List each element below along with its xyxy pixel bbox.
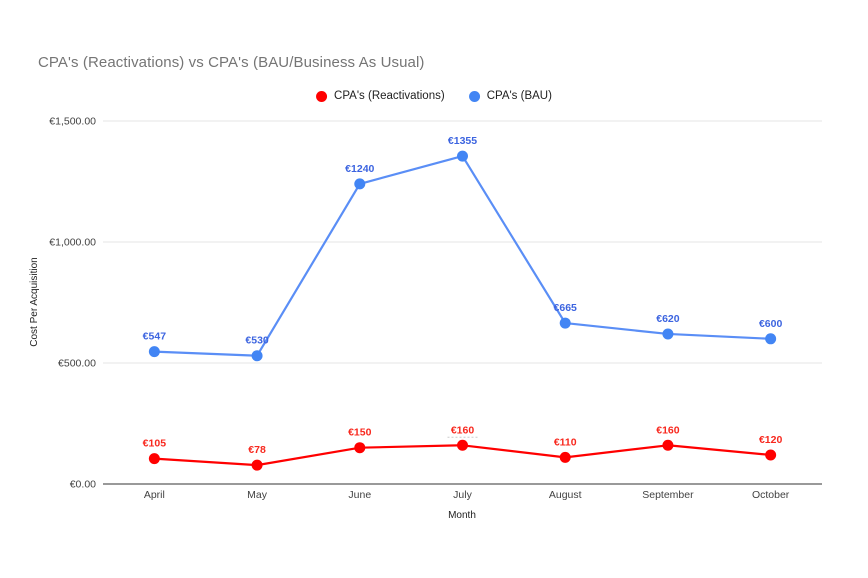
data-point-bau[interactable] (457, 150, 468, 162)
legend-item-reactivations[interactable]: CPA's (Reactivations) (316, 90, 445, 102)
data-point-reactivations[interactable] (251, 459, 263, 471)
data-point-bau[interactable] (148, 346, 160, 358)
y-tick-label: €0.00 (70, 479, 96, 491)
data-point-reactivations[interactable] (559, 451, 571, 463)
data-label: €105 (143, 438, 167, 450)
data-label: €1240 (345, 163, 374, 175)
data-label: €160 (451, 424, 475, 436)
x-tick-label: August (549, 489, 582, 501)
chart-legend: CPA's (Reactivations) CPA's (BAU) (316, 90, 552, 102)
x-tick-label: May (247, 489, 268, 501)
data-label: €620 (656, 313, 680, 325)
y-tick-label: €1,500.00 (49, 116, 96, 128)
data-point-reactivations[interactable] (662, 439, 674, 451)
data-label: €530 (245, 335, 269, 347)
data-label: €110 (554, 436, 577, 448)
legend-dot-bau-icon (468, 90, 480, 102)
data-label: €665 (554, 302, 578, 314)
series-line-bau (154, 154, 771, 357)
data-label: €600 (759, 318, 783, 330)
x-tick-label: June (348, 489, 371, 501)
data-point-bau[interactable] (765, 333, 777, 345)
y-tick-label: €1,000.00 (49, 237, 96, 249)
data-point-reactivations[interactable] (354, 442, 366, 454)
x-axis-title: Month (448, 510, 476, 521)
data-label: €120 (759, 434, 783, 446)
data-label: €150 (348, 427, 372, 439)
legend-dot-reactivations-icon (316, 90, 328, 102)
data-point-bau[interactable] (251, 350, 263, 362)
y-axis-title: Cost Per Acquisition (29, 257, 40, 347)
x-tick-label: October (752, 489, 790, 501)
data-point-reactivations[interactable] (457, 439, 468, 451)
data-point-bau[interactable] (559, 317, 571, 329)
legend-label-bau: CPA's (BAU) (486, 90, 552, 102)
data-label: €547 (143, 331, 167, 343)
data-label: €78 (248, 444, 266, 456)
x-tick-label: September (642, 489, 694, 501)
legend-label-reactivations: CPA's (Reactivations) (334, 90, 445, 102)
chart-title: CPA's (Reactivations) vs CPA's (BAU/Busi… (38, 54, 425, 71)
y-tick-label: €500.00 (58, 358, 96, 370)
data-label: €160 (656, 424, 680, 436)
x-tick-label: July (453, 489, 472, 501)
data-point-reactivations[interactable] (148, 453, 160, 465)
data-point-bau[interactable] (662, 328, 674, 340)
x-tick-label: April (144, 489, 165, 501)
data-point-reactivations[interactable] (765, 449, 777, 461)
data-label: €1355 (448, 135, 477, 147)
legend-item-bau[interactable]: CPA's (BAU) (468, 90, 552, 102)
data-point-bau[interactable] (354, 178, 366, 190)
